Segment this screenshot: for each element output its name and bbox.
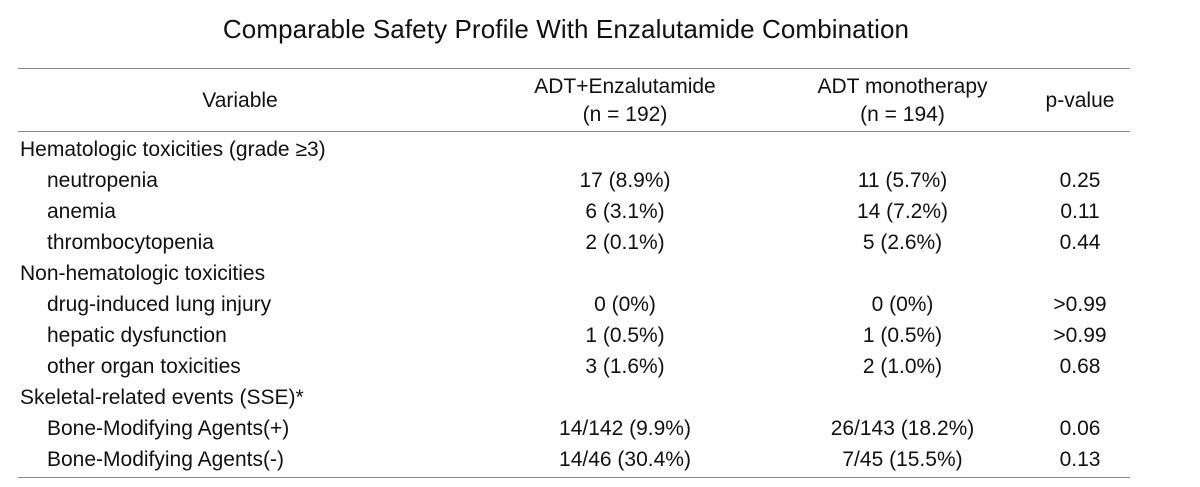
cell-pvalue: 0.11 [1060,200,1100,223]
cell-pvalue: 0.25 [1059,169,1101,192]
header-enzalutamide-name: ADT+Enzalutamide [534,75,716,98]
cell-enzalutamide: 1 (0.5%) [585,324,665,347]
header-monotherapy: ADT monotherapy (n = 194) [780,73,1025,129]
header-enzalutamide-n: (n = 192) [582,103,668,126]
row-label: hepatic dysfunction [47,324,227,347]
cell-enzalutamide: 14/46 (30.4%) [559,448,691,471]
header-variable: Variable [202,89,278,112]
cell-enzalutamide: 0 (0%) [594,293,656,316]
header-monotherapy-name: ADT monotherapy [817,75,988,98]
header-rule [18,131,1130,132]
table-body: Hematologic toxicities (grade ≥3) neutro… [0,134,1200,475]
cell-monotherapy: 0 (0%) [871,293,934,316]
top-rule [18,68,1130,69]
row-label: Bone-Modifying Agents(-) [47,448,284,471]
table-row-section: Non-hematologic toxicities [0,258,1200,289]
cell-pvalue: 0.44 [1059,231,1101,254]
header-pvalue: p-value [1045,89,1115,112]
cell-monotherapy: 14 (7.2%) [856,200,949,223]
cell-pvalue: >0.99 [1053,324,1107,347]
table-row: other organ toxicities 3 (1.6%) 2 (1.0%)… [0,351,1200,382]
row-label: drug-induced lung injury [47,293,272,316]
table-title: Comparable Safety Profile With Enzalutam… [222,14,910,44]
cell-monotherapy: 5 (2.6%) [862,231,943,254]
table-row: anemia 6 (3.1%) 14 (7.2%) 0.11 [0,196,1200,227]
table-row: Bone-Modifying Agents(+) 14/142 (9.9%) 2… [0,413,1200,444]
cell-pvalue: 0.68 [1059,355,1101,378]
header-enzalutamide: ADT+Enzalutamide (n = 192) [500,73,750,129]
row-label: Non-hematologic toxicities [20,262,266,285]
cell-pvalue: 0.13 [1059,448,1101,471]
table-row: Bone-Modifying Agents(-) 14/46 (30.4%) 7… [0,444,1200,475]
table-row: hepatic dysfunction 1 (0.5%) 1 (0.5%) >0… [0,320,1200,351]
cell-pvalue: >0.99 [1053,293,1107,316]
cell-enzalutamide: 6 (3.1%) [585,200,665,223]
row-label: Skeletal-related events (SSE)* [20,386,304,409]
table-row-section: Hematologic toxicities (grade ≥3) [0,134,1200,165]
cell-enzalutamide: 2 (0.1%) [585,231,665,254]
row-label: other organ toxicities [47,355,241,378]
cell-monotherapy: 2 (1.0%) [862,355,943,378]
cell-enzalutamide: 3 (1.6%) [585,355,665,378]
cell-pvalue: 0.06 [1059,417,1101,440]
row-label: Bone-Modifying Agents(+) [47,417,290,440]
cell-enzalutamide: 17 (8.9%) [579,169,671,192]
cell-monotherapy: 7/45 (15.5%) [842,448,963,471]
table-row-section: Skeletal-related events (SSE)* [0,382,1200,413]
table-row: neutropenia 17 (8.9%) 11 (5.7%) 0.25 [0,165,1200,196]
header-monotherapy-n: (n = 194) [860,103,945,126]
cell-monotherapy: 26/143 (18.2%) [830,417,975,440]
cell-enzalutamide: 14/142 (9.9%) [559,417,691,440]
table-row: thrombocytopenia 2 (0.1%) 5 (2.6%) 0.44 [0,227,1200,258]
cell-monotherapy: 11 (5.7%) [857,169,948,192]
row-label: Hematologic toxicities (grade ≥3) [20,138,326,161]
row-label: neutropenia [47,169,158,192]
table-row: drug-induced lung injury 0 (0%) 0 (0%) >… [0,289,1200,320]
cell-monotherapy: 1 (0.5%) [862,324,943,347]
bottom-rule [18,477,1130,478]
row-label: thrombocytopenia [47,231,214,254]
row-label: anemia [47,200,116,223]
